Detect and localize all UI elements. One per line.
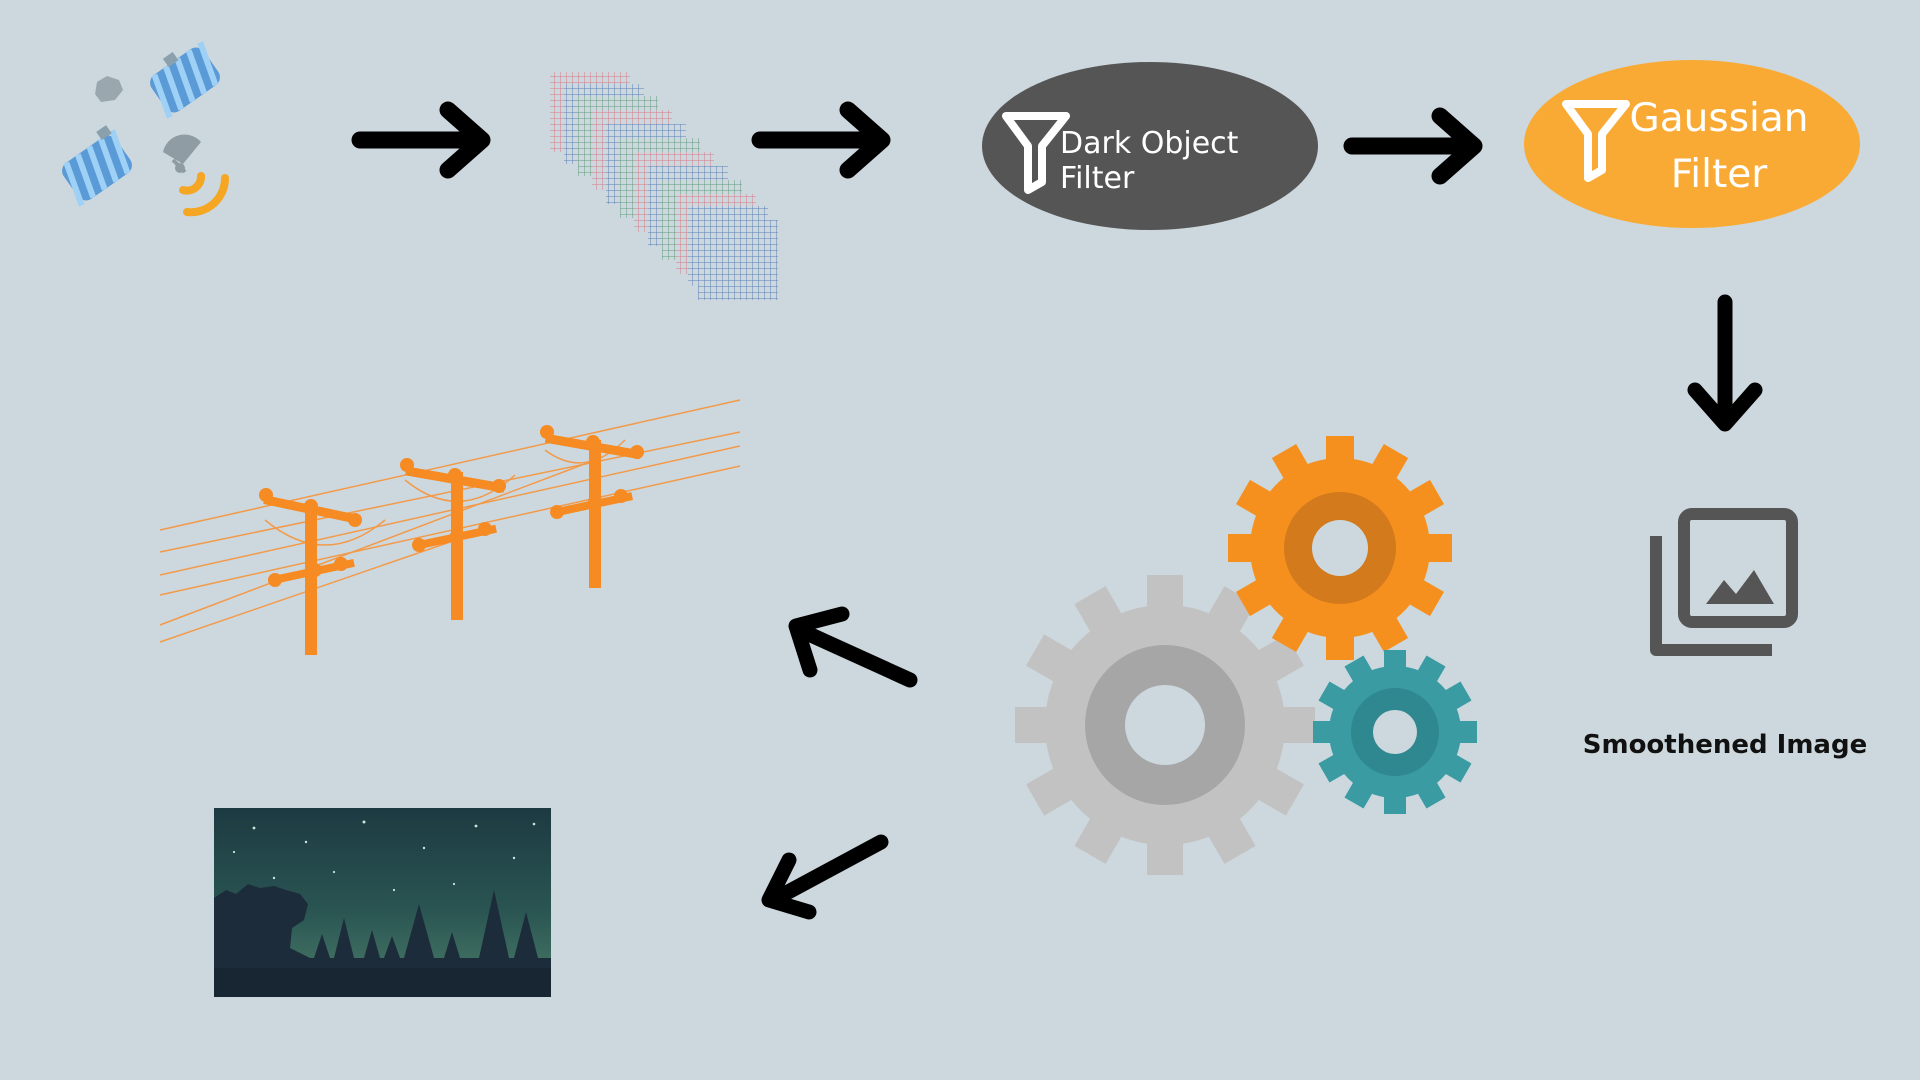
filter-funnel-icon — [1562, 100, 1630, 182]
gaussian-filter-node: Gaussian Filter — [1524, 60, 1860, 228]
night-forest-image — [214, 808, 551, 997]
raster-band-stack-icon — [548, 70, 798, 320]
arrow-up-left — [780, 600, 930, 700]
arrow-right-1 — [351, 100, 495, 180]
satellite-icon — [55, 40, 265, 240]
image-gallery-icon — [1650, 508, 1800, 658]
gaussian-filter-label-1: Gaussian — [1629, 96, 1809, 141]
arrow-right-3 — [1343, 107, 1487, 188]
gears-icon — [1010, 430, 1490, 880]
filter-funnel-icon — [1002, 112, 1070, 194]
arrow-down — [1685, 294, 1765, 437]
smoothened-image-label: Smoothened Image — [1582, 730, 1868, 760]
arrow-right-2 — [751, 100, 895, 180]
dark-object-filter-node: Dark Object Filter — [982, 62, 1318, 230]
power-lines-icon — [155, 380, 755, 660]
arrow-down-left — [755, 830, 905, 930]
dark-object-filter-label: Dark Object Filter — [1060, 126, 1239, 196]
gaussian-filter-label-2: Filter — [1670, 152, 1768, 197]
